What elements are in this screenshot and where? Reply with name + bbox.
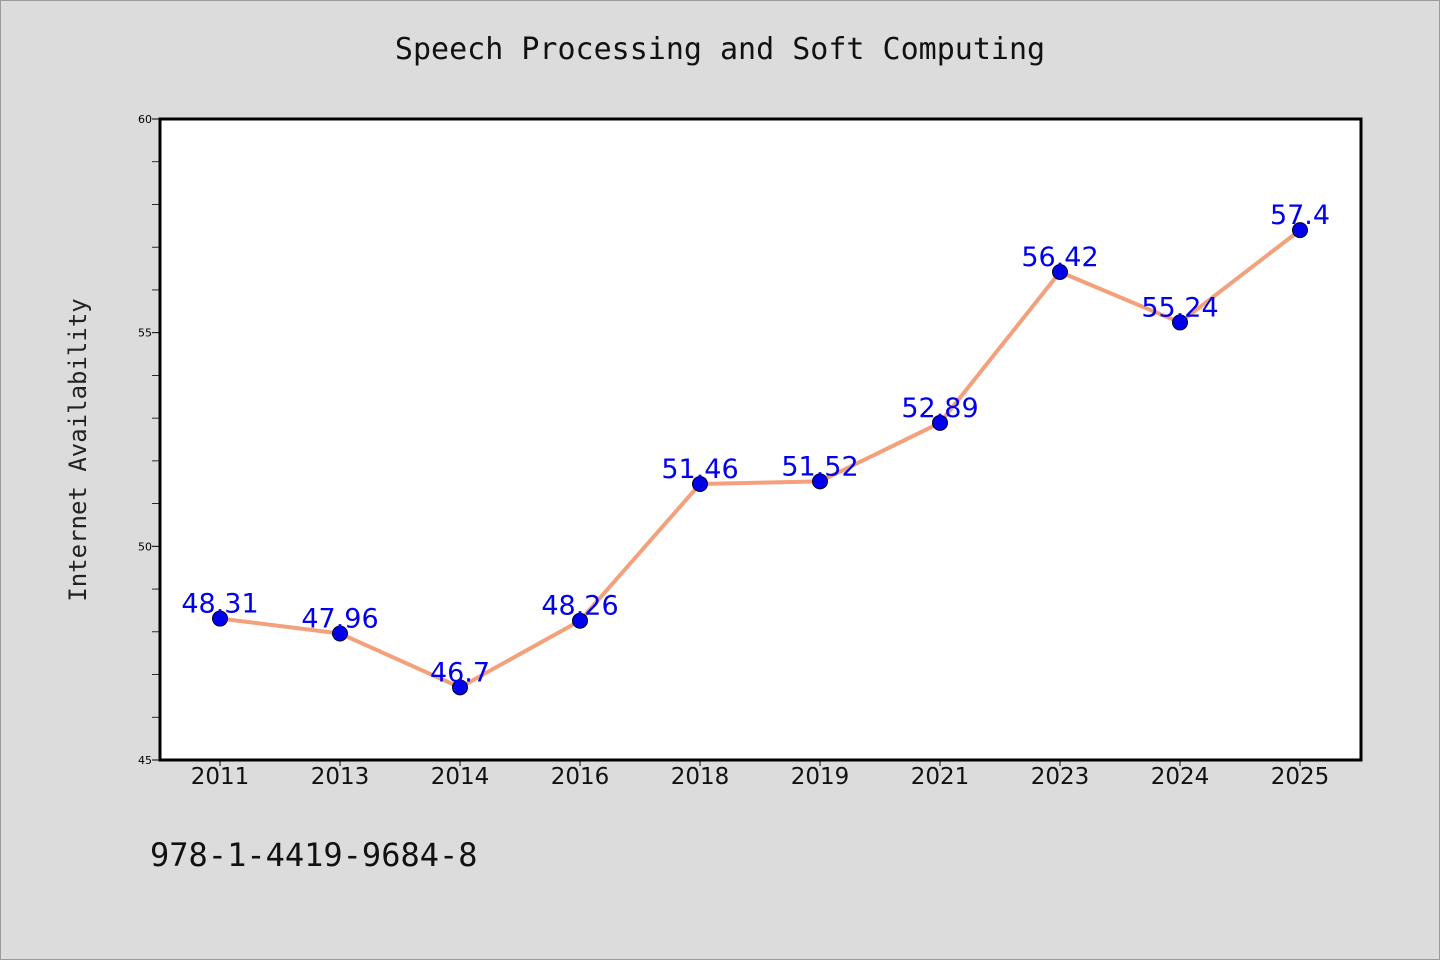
series-group [212, 222, 1308, 696]
data-point [1172, 314, 1188, 331]
data-point [812, 473, 828, 490]
chart-title: Speech Processing and Soft Computing [394, 32, 1046, 67]
y-tick-label: 50 [138, 540, 152, 553]
plot-area [158, 117, 1363, 762]
data-point [692, 475, 708, 492]
data-point [1052, 263, 1068, 280]
x-tick-label: 2013 [311, 764, 370, 790]
footnote-isbn: 978-1-4419-9684-8 [150, 836, 478, 874]
y-tick-label: 60 [138, 113, 152, 126]
x-tick-label: 2018 [671, 764, 730, 790]
data-point [212, 610, 228, 627]
data-label: 55.24 [1141, 292, 1218, 323]
data-point [332, 625, 348, 642]
x-tick-label: 2021 [911, 764, 970, 790]
data-point [452, 679, 468, 696]
x-tick-label: 2014 [431, 764, 490, 790]
data-label: 57.4 [1270, 200, 1330, 231]
data-label: 56.42 [1021, 242, 1098, 273]
data-label: 48.31 [181, 589, 258, 620]
data-labels: 48.31 47.96 46.7 48.26 51.46 51.52 52.89 56.42 5… [181, 200, 1330, 688]
x-tick-label: 2016 [551, 764, 610, 790]
x-axis: 2011 2013 2014 2016 2018 2019 2021 2023 2024 2025 [191, 760, 1330, 790]
data-label: 46.7 [430, 657, 490, 688]
data-label: 52.89 [901, 393, 978, 424]
x-tick-label: 2025 [1271, 764, 1330, 790]
data-point [572, 612, 588, 629]
y-tick-label: 55 [138, 327, 152, 340]
series-line [219, 228, 1302, 690]
data-label: 48.26 [541, 591, 618, 622]
x-tick-label: 2023 [1031, 764, 1090, 790]
data-point [932, 414, 948, 431]
data-label: 47.96 [301, 604, 378, 635]
x-tick-label: 2019 [791, 764, 850, 790]
data-point [1292, 222, 1308, 239]
y-tick-label: 45 [138, 754, 152, 767]
data-label: 51.46 [661, 454, 738, 485]
x-tick-label: 2011 [191, 764, 250, 790]
y-axis: 45 50 55 60 [138, 113, 160, 767]
x-tick-label: 2024 [1151, 764, 1210, 790]
data-label: 51.52 [781, 451, 858, 482]
